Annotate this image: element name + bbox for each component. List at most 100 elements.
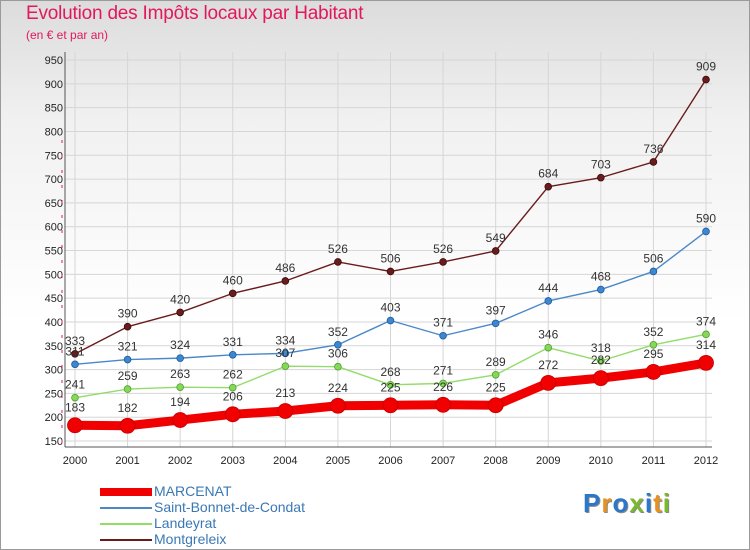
data-point — [119, 417, 136, 434]
data-point — [435, 396, 451, 413]
chart-title: Evolution des Impôts locaux par Habitant — [26, 3, 364, 24]
chart-subtitle: (en € et par an) — [26, 28, 109, 42]
data-point — [491, 371, 500, 379]
data-label: 241 — [65, 378, 85, 392]
y-tick-label: 650 — [45, 198, 63, 210]
data-point — [491, 247, 500, 255]
data-label: 684 — [538, 167, 558, 181]
data-label: 468 — [591, 270, 611, 284]
data-point — [281, 349, 290, 358]
data-label: 371 — [433, 316, 453, 330]
data-label: 403 — [380, 301, 400, 315]
data-point — [698, 354, 714, 371]
data-label: 420 — [170, 292, 190, 306]
data-point — [334, 340, 342, 349]
data-point — [702, 75, 710, 84]
data-point — [176, 383, 184, 391]
data-point — [439, 379, 447, 388]
data-point — [277, 403, 294, 419]
data-label: 318 — [591, 341, 611, 355]
data-point — [281, 362, 290, 371]
data-point — [491, 319, 500, 328]
data-point — [439, 258, 447, 266]
x-tick-label: 2005 — [326, 455, 350, 467]
data-point — [386, 267, 395, 276]
x-tick-label: 2000 — [63, 455, 87, 467]
y-tick-label: 200 — [45, 412, 63, 424]
data-label: 225 — [486, 380, 506, 394]
y-tick-label: 800 — [45, 126, 63, 138]
data-point — [228, 289, 237, 298]
y-tick-label: 950 — [45, 55, 63, 67]
data-label: 268 — [380, 365, 400, 379]
data-point — [281, 277, 290, 285]
legend-swatch — [100, 523, 152, 525]
data-point — [334, 362, 342, 371]
y-tick-label: 350 — [45, 341, 63, 353]
data-label: 444 — [538, 281, 558, 295]
legend-swatch — [100, 507, 152, 509]
data-point — [228, 350, 237, 359]
x-tick-label: 2003 — [221, 455, 245, 467]
data-label: 263 — [170, 367, 190, 381]
data-label: 703 — [591, 158, 611, 172]
y-tick-label: 600 — [45, 222, 63, 234]
data-point — [71, 360, 79, 369]
data-point — [487, 397, 504, 414]
data-label: 390 — [118, 307, 138, 321]
data-label: 306 — [328, 347, 348, 361]
x-tick-label: 2002 — [168, 455, 192, 467]
proxiti-logo: Proxiti — [583, 488, 671, 518]
y-tick-label: 550 — [45, 246, 63, 258]
data-point — [224, 406, 241, 423]
data-label: 183 — [65, 400, 85, 414]
data-point — [334, 258, 342, 266]
legend-label: Saint-Bonnet-de-Condat — [154, 499, 305, 515]
data-label: 206 — [223, 389, 243, 403]
data-label: 224 — [328, 381, 348, 395]
data-point — [597, 173, 605, 182]
data-label: 262 — [223, 368, 243, 382]
data-label: 334 — [275, 333, 295, 347]
data-point — [176, 354, 184, 362]
data-label: 182 — [118, 401, 138, 415]
data-label: 352 — [328, 325, 348, 339]
data-label: 307 — [275, 346, 295, 360]
legend-swatch — [100, 488, 152, 496]
data-point — [228, 383, 237, 392]
data-label: 194 — [170, 395, 190, 409]
data-point — [382, 397, 399, 414]
data-label: 460 — [223, 273, 243, 287]
y-tick-label: 450 — [45, 293, 63, 305]
data-point — [702, 227, 710, 236]
data-label: 282 — [591, 353, 611, 367]
data-label: 506 — [643, 251, 663, 265]
data-point — [597, 285, 605, 294]
data-label: 526 — [328, 242, 348, 256]
data-label: 397 — [486, 303, 506, 317]
legend-label: MARCENAT — [154, 483, 232, 499]
data-point — [176, 308, 184, 317]
data-label: 289 — [486, 355, 506, 369]
data-point — [645, 364, 662, 380]
y-tick-label: 500 — [45, 269, 63, 281]
data-point — [172, 412, 189, 428]
data-label: 272 — [538, 358, 558, 372]
x-tick-label: 2011 — [642, 455, 666, 467]
data-label: 352 — [643, 325, 663, 339]
x-tick-label: 2010 — [589, 455, 613, 467]
data-point — [123, 385, 132, 393]
data-point — [71, 350, 79, 358]
data-point — [123, 355, 132, 364]
data-point — [649, 158, 658, 166]
x-tick-label: 2001 — [115, 455, 139, 467]
y-tick-label: 400 — [45, 317, 63, 329]
data-label: 213 — [275, 386, 295, 400]
data-label: 736 — [643, 142, 663, 156]
data-label: 314 — [696, 338, 716, 352]
data-point — [540, 374, 557, 391]
data-label: 374 — [696, 314, 716, 328]
legend-label: Montgreleix — [154, 531, 227, 547]
